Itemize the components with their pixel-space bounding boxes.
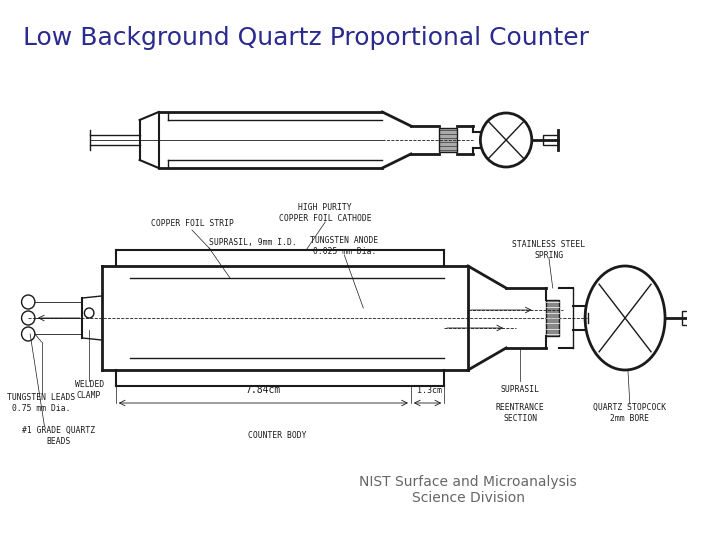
Bar: [682, 311, 698, 325]
Text: STAINLESS STEEL
SPRING: STAINLESS STEEL SPRING: [513, 240, 585, 260]
Text: 1.3cm: 1.3cm: [418, 386, 442, 395]
Bar: [546, 300, 559, 336]
Text: SUPRASIL, 9mm I.D.: SUPRASIL, 9mm I.D.: [209, 238, 297, 246]
Text: REENTRANCE
SECTION: REENTRANCE SECTION: [496, 403, 545, 423]
Text: COPPER FOIL STRIP: COPPER FOIL STRIP: [150, 219, 233, 227]
Text: TUNGSTEN ANODE
0.025 mm Dia.: TUNGSTEN ANODE 0.025 mm Dia.: [310, 237, 379, 256]
Bar: [439, 128, 456, 152]
Text: WELDED
CLAMP: WELDED CLAMP: [75, 380, 104, 400]
Text: TUNGSTEN LEADS
0.75 mm Dia.: TUNGSTEN LEADS 0.75 mm Dia.: [7, 393, 76, 413]
Text: COUNTER BODY: COUNTER BODY: [248, 431, 307, 441]
Text: NIST Surface and Microanalysis
Science Division: NIST Surface and Microanalysis Science D…: [359, 475, 577, 505]
Text: 7.84cm: 7.84cm: [246, 385, 281, 395]
Text: #1 GRADE QUARTZ
BEADS: #1 GRADE QUARTZ BEADS: [22, 426, 95, 445]
Text: Low Background Quartz Proportional Counter: Low Background Quartz Proportional Count…: [22, 26, 596, 50]
Bar: [543, 135, 559, 145]
Text: QUARTZ STOPCOCK
2mm BORE: QUARTZ STOPCOCK 2mm BORE: [593, 403, 667, 423]
Text: HIGH PURITY
COPPER FOIL CATHODE: HIGH PURITY COPPER FOIL CATHODE: [279, 203, 372, 222]
Text: SUPRASIL: SUPRASIL: [501, 386, 540, 395]
